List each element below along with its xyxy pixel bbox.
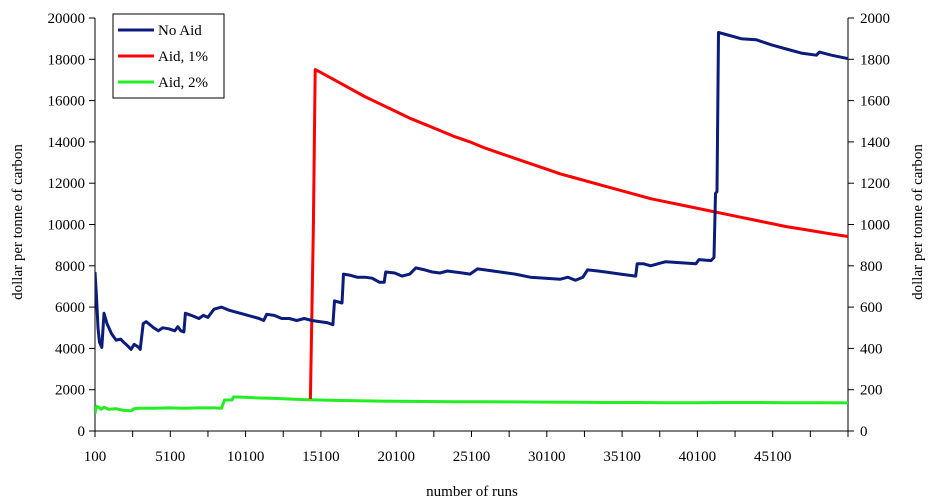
- y-tick-label-right: 400: [860, 341, 883, 357]
- y-tick-label-right: 1200: [860, 176, 890, 192]
- x-tick-label: 25100: [453, 449, 491, 465]
- y-tick-label-left: 2000: [55, 383, 85, 399]
- y-tick-label-right: 2000: [860, 11, 890, 27]
- x-tick-label: 5100: [155, 449, 185, 465]
- legend: No Aid Aid, 1% Aid, 2%: [113, 14, 224, 98]
- y-tick-label-left: 14000: [48, 135, 86, 151]
- series-line-aid-2: [95, 397, 848, 414]
- y-tick-label-right: 0: [860, 424, 868, 440]
- legend-label: Aid, 1%: [158, 49, 208, 65]
- legend-label: Aid, 2%: [158, 75, 208, 91]
- y-axis-title-left: dollar per tonne of carbon: [10, 144, 26, 300]
- y-tick-label-right: 200: [860, 383, 883, 399]
- y-tick-label-right: 600: [860, 300, 883, 316]
- y-tick-label-left: 12000: [48, 176, 86, 192]
- y-tick-label-left: 4000: [55, 341, 85, 357]
- y-tick-label-left: 0: [78, 424, 86, 440]
- y-axis-title-right: dollar per tonne of carbon: [910, 144, 926, 300]
- x-tick-label: 45100: [754, 449, 792, 465]
- series-line-aid-1: [310, 70, 848, 399]
- y-tick-label-right: 1800: [860, 52, 890, 68]
- x-axis-title: number of runs: [426, 484, 518, 500]
- y-tick-label-right: 1600: [860, 94, 890, 110]
- x-tick-label: 10100: [227, 449, 265, 465]
- y-tick-label-right: 1400: [860, 135, 890, 151]
- y-tick-label-right: 800: [860, 259, 883, 275]
- x-tick-label: 100: [84, 449, 107, 465]
- x-tick-label: 15100: [302, 449, 340, 465]
- y-tick-label-left: 8000: [55, 259, 85, 275]
- y-tick-label-left: 6000: [55, 300, 85, 316]
- x-tick-label: 40100: [679, 449, 717, 465]
- x-tick-label: 20100: [377, 449, 415, 465]
- y-tick-label-left: 20000: [48, 11, 86, 27]
- y-tick-label-right: 1000: [860, 218, 890, 234]
- y-tick-label-left: 16000: [48, 94, 86, 110]
- y-tick-label-left: 10000: [48, 218, 86, 234]
- x-tick-label: 30100: [528, 449, 566, 465]
- x-tick-label: 35100: [603, 449, 641, 465]
- y-tick-label-left: 18000: [48, 52, 86, 68]
- legend-label: No Aid: [158, 23, 202, 39]
